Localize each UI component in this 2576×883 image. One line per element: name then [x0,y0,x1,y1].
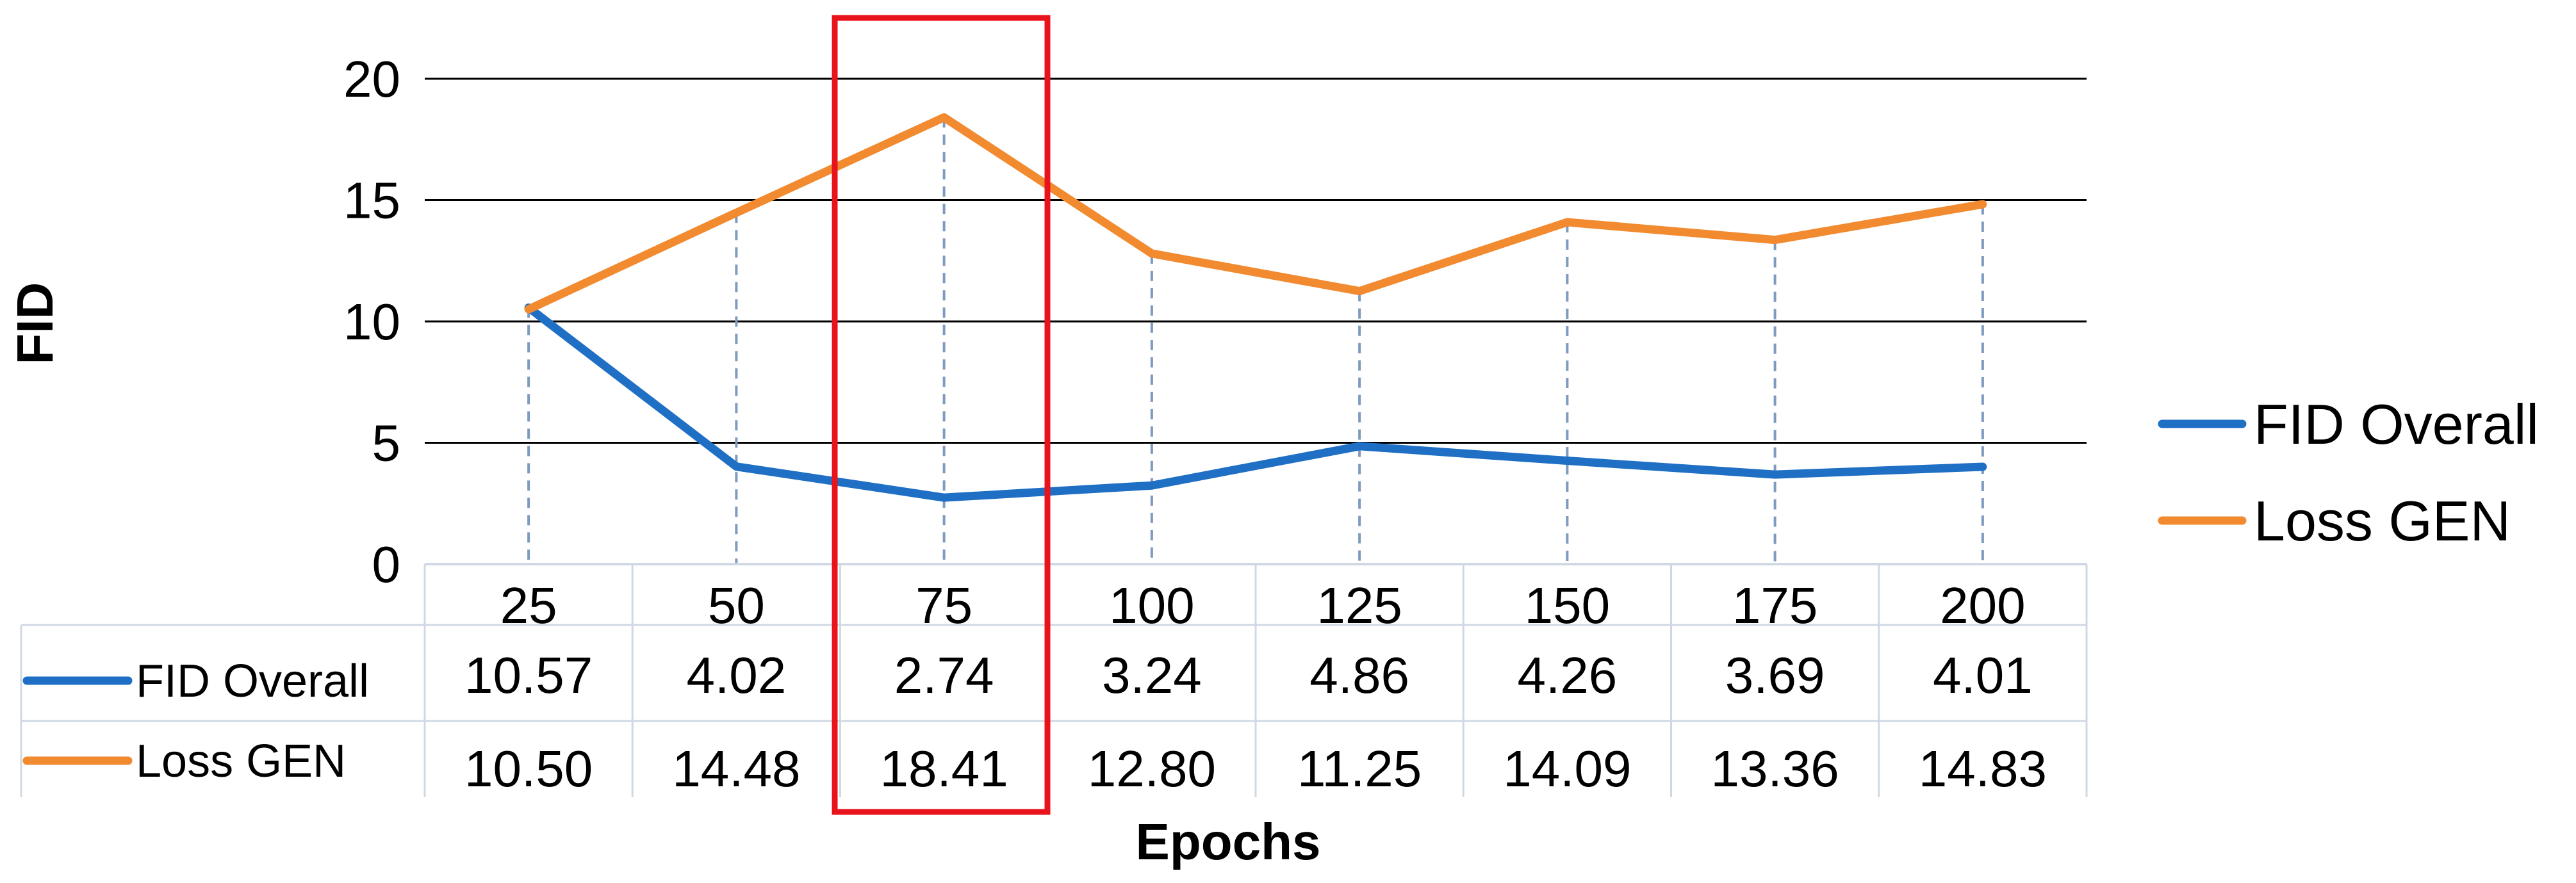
y-axis-title: FID [6,282,63,365]
table-cell: 2.74 [894,647,994,704]
table-row-label: Loss GEN [136,736,346,787]
series-lines [524,113,1987,502]
y-tick-label: 20 [343,51,400,108]
table-cell: 12.80 [1088,740,1216,797]
table-cell: 18.41 [880,740,1008,797]
x-tick-label: 200 [1940,577,2025,634]
x-tick-label: 150 [1525,577,1610,634]
y-tick-label: 5 [372,415,401,472]
table-cell: 3.24 [1102,647,1202,704]
y-tick-label: 15 [343,172,400,229]
y-tick-label: 0 [372,536,401,593]
x-tick-label: 175 [1732,577,1817,634]
table-cell: 4.26 [1518,647,1618,704]
table-cell: 4.01 [1933,647,2033,704]
legend-label: FID Overall [2254,393,2539,456]
series-line-2 [524,113,1987,314]
x-tick-label: 50 [708,577,765,634]
table-cell: 11.25 [1297,740,1422,797]
x-tick-label: 25 [500,577,557,634]
grid-lines [425,77,2087,444]
x-tick-label: 100 [1109,577,1194,634]
highlight-box-layer [832,15,1051,815]
x-tick-label: 125 [1317,577,1402,634]
table-cell: 14.48 [672,740,800,797]
legend-label: Loss GEN [2254,489,2511,553]
table-cell: 10.57 [464,647,593,704]
table-cell: 14.83 [1919,740,2047,797]
highlight-box [832,15,1051,815]
axis-ticks: 0 5 10 15 20 25 50 75 100 125 150 175 200 [343,51,2026,634]
legend: FID Overall Loss GEN [2158,393,2539,553]
table-row-label: FID Overall [136,656,369,707]
table-cell: 3.69 [1725,647,1825,704]
table-cell: 13.36 [1711,740,1839,797]
x-tick-label: 75 [915,577,972,634]
table-cell: 4.02 [687,647,787,704]
data-table: FID Overall 10.57 4.02 2.74 3.24 4.86 4.26 3.69… [20,563,2088,797]
y-tick-label: 10 [343,293,400,350]
table-cell: 10.50 [464,740,593,797]
drop-lines [527,117,1984,564]
table-cell: 14.09 [1503,740,1631,797]
series-line-1 [524,303,1987,502]
table-cell: 4.86 [1309,647,1409,704]
x-axis-title: Epochs [1136,813,1321,870]
